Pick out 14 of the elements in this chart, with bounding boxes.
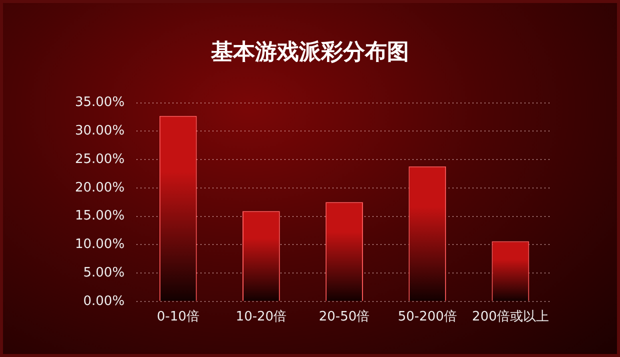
y-tick-label: 10.00% bbox=[74, 237, 125, 252]
y-tick-label: 20.00% bbox=[74, 180, 125, 196]
y-tick-label: 0.00% bbox=[83, 294, 125, 309]
x-tick-label: 20-50倍 bbox=[318, 310, 370, 325]
x-tick-label: 10-20倍 bbox=[236, 310, 287, 325]
y-tick-label: 5.00% bbox=[83, 265, 125, 280]
y-tick-label: 35.00% bbox=[74, 95, 125, 110]
x-tick-label: 0-10倍 bbox=[156, 310, 200, 325]
x-tick-label: 50-200倍 bbox=[398, 310, 457, 325]
y-tick-label: 30.00% bbox=[74, 124, 125, 139]
y-tick-label: 25.00% bbox=[74, 152, 125, 167]
y-tick-label: 15.00% bbox=[74, 208, 125, 224]
chart-title: 基本游戏派彩分布图 bbox=[210, 39, 410, 67]
x-tick-label: 200倍或以上 bbox=[472, 310, 549, 325]
